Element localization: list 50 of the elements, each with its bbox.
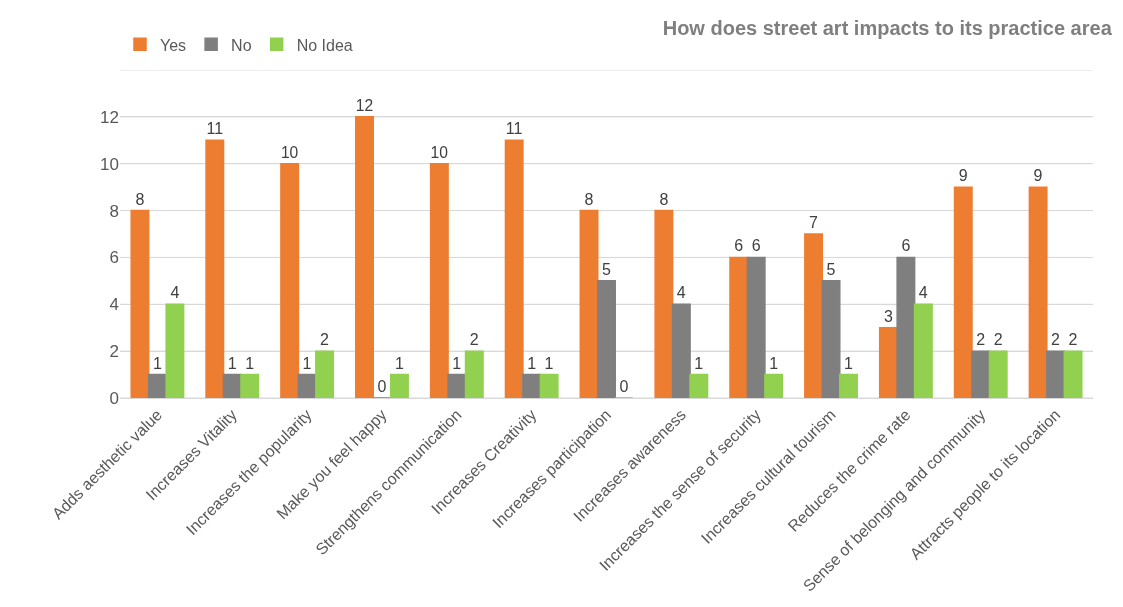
- data-label: 10: [430, 143, 449, 161]
- data-label: 1: [844, 354, 853, 372]
- data-label: 1: [452, 354, 462, 372]
- data-label: 11: [206, 120, 224, 138]
- data-label: 5: [826, 260, 836, 278]
- chart-title: How does street art impacts to its practice area: [662, 17, 1113, 40]
- data-label: 3: [883, 307, 893, 325]
- y-tick-label: 6: [109, 248, 119, 268]
- data-label: 1: [302, 354, 312, 372]
- y-tick-label: 4: [109, 295, 119, 315]
- data-label: 1: [152, 354, 162, 372]
- data-label: 5: [602, 260, 611, 278]
- data-label: 10: [280, 143, 299, 161]
- data-label: 9: [958, 167, 968, 185]
- legend-label: No Idea: [296, 36, 353, 54]
- y-tick-label: 0: [109, 388, 119, 408]
- data-label: 2: [469, 331, 479, 349]
- data-label: 0: [377, 378, 387, 395]
- data-label: 2: [976, 331, 986, 349]
- data-label: 8: [659, 190, 669, 208]
- data-label: 6: [734, 237, 744, 255]
- data-label: 0: [619, 378, 629, 395]
- data-label: 2: [1051, 331, 1061, 349]
- data-label: 1: [694, 354, 704, 372]
- data-label: 2: [993, 331, 1003, 349]
- data-label: 2: [320, 331, 330, 349]
- legend-label: No: [231, 36, 252, 54]
- data-label: 8: [135, 190, 145, 208]
- data-label: 4: [170, 284, 180, 302]
- data-label: 4: [918, 284, 928, 302]
- data-label: 1: [394, 354, 404, 372]
- y-tick-label: 12: [100, 107, 119, 127]
- data-label: 1: [245, 354, 255, 372]
- data-label: 4: [676, 284, 686, 302]
- data-label: 1: [769, 354, 779, 372]
- y-tick-label: 2: [109, 342, 119, 362]
- data-label: 1: [227, 354, 237, 372]
- data-label: 1: [544, 354, 554, 372]
- data-label: 6: [751, 237, 761, 255]
- data-label: 1: [527, 354, 537, 372]
- data-label: 7: [809, 214, 819, 231]
- data-label: 8: [584, 190, 594, 208]
- legend-label: Yes: [160, 36, 187, 54]
- data-label: 6: [901, 237, 911, 255]
- data-label: 11: [505, 120, 523, 138]
- y-tick-label: 10: [100, 154, 119, 174]
- data-label: 2: [1068, 331, 1078, 349]
- y-tick-label: 8: [109, 201, 119, 221]
- data-label: 12: [355, 96, 374, 114]
- data-label: 9: [1033, 167, 1043, 185]
